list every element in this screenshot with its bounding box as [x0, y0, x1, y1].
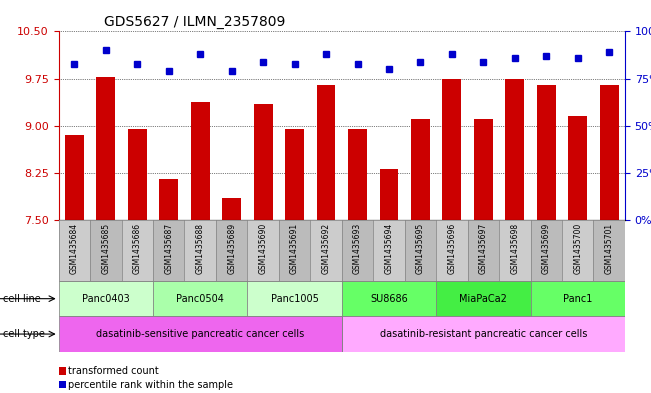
Bar — [96, 77, 115, 220]
Bar — [568, 116, 587, 220]
Text: GSM1435698: GSM1435698 — [510, 223, 519, 274]
Bar — [436, 281, 531, 316]
Bar — [128, 129, 146, 220]
Text: GSM1435687: GSM1435687 — [164, 223, 173, 274]
Text: GSM1435700: GSM1435700 — [574, 223, 582, 274]
Text: GSM1435692: GSM1435692 — [322, 223, 331, 274]
Text: SU8686: SU8686 — [370, 294, 408, 304]
Text: dasatinib-resistant pancreatic cancer cells: dasatinib-resistant pancreatic cancer ce… — [380, 329, 587, 339]
Text: GDS5627 / ILMN_2357809: GDS5627 / ILMN_2357809 — [104, 15, 285, 29]
Bar — [531, 220, 562, 281]
Bar — [436, 220, 467, 281]
Bar — [505, 79, 524, 220]
Bar — [443, 79, 462, 220]
Bar — [59, 281, 153, 316]
Text: cell type: cell type — [3, 329, 45, 339]
Bar — [373, 220, 405, 281]
Bar — [348, 129, 367, 220]
Bar — [65, 135, 84, 220]
Text: Panc0504: Panc0504 — [176, 294, 224, 304]
Bar — [531, 281, 625, 316]
Text: GSM1435701: GSM1435701 — [605, 223, 614, 274]
Bar — [499, 220, 531, 281]
Bar — [59, 220, 90, 281]
Bar — [600, 85, 618, 220]
Bar — [405, 220, 436, 281]
Text: Panc0403: Panc0403 — [82, 294, 130, 304]
Text: GSM1435695: GSM1435695 — [416, 223, 425, 274]
Bar — [222, 198, 241, 220]
Bar — [342, 220, 373, 281]
Text: GSM1435685: GSM1435685 — [102, 223, 110, 274]
Text: percentile rank within the sample: percentile rank within the sample — [68, 380, 233, 390]
Bar — [191, 102, 210, 220]
Text: cell line: cell line — [3, 294, 41, 304]
Text: GSM1435693: GSM1435693 — [353, 223, 362, 274]
Bar — [90, 220, 122, 281]
Text: Panc1: Panc1 — [563, 294, 592, 304]
Bar — [153, 220, 184, 281]
Bar — [279, 220, 311, 281]
Bar — [342, 316, 625, 352]
Bar — [311, 220, 342, 281]
Bar — [562, 220, 594, 281]
Bar — [411, 119, 430, 220]
Text: GSM1435686: GSM1435686 — [133, 223, 142, 274]
Bar — [537, 85, 556, 220]
Text: transformed count: transformed count — [68, 366, 159, 376]
Bar — [247, 281, 342, 316]
Bar — [254, 104, 273, 220]
Bar — [474, 119, 493, 220]
Bar — [316, 85, 335, 220]
Bar — [247, 220, 279, 281]
Text: Panc1005: Panc1005 — [271, 294, 318, 304]
Text: GSM1435689: GSM1435689 — [227, 223, 236, 274]
Text: GSM1435684: GSM1435684 — [70, 223, 79, 274]
Bar — [285, 129, 304, 220]
Bar — [153, 281, 247, 316]
Bar — [594, 220, 625, 281]
Bar — [122, 220, 153, 281]
Bar — [467, 220, 499, 281]
Text: dasatinib-sensitive pancreatic cancer cells: dasatinib-sensitive pancreatic cancer ce… — [96, 329, 304, 339]
Bar — [380, 169, 398, 220]
Bar — [184, 220, 216, 281]
Text: GSM1435694: GSM1435694 — [385, 223, 393, 274]
Text: GSM1435690: GSM1435690 — [258, 223, 268, 274]
Text: GSM1435696: GSM1435696 — [447, 223, 456, 274]
Bar — [159, 179, 178, 220]
Text: GSM1435699: GSM1435699 — [542, 223, 551, 274]
Text: GSM1435697: GSM1435697 — [479, 223, 488, 274]
Bar — [216, 220, 247, 281]
Bar — [342, 281, 436, 316]
Bar — [59, 316, 342, 352]
Text: GSM1435688: GSM1435688 — [196, 223, 204, 274]
Text: MiaPaCa2: MiaPaCa2 — [460, 294, 507, 304]
Text: GSM1435691: GSM1435691 — [290, 223, 299, 274]
